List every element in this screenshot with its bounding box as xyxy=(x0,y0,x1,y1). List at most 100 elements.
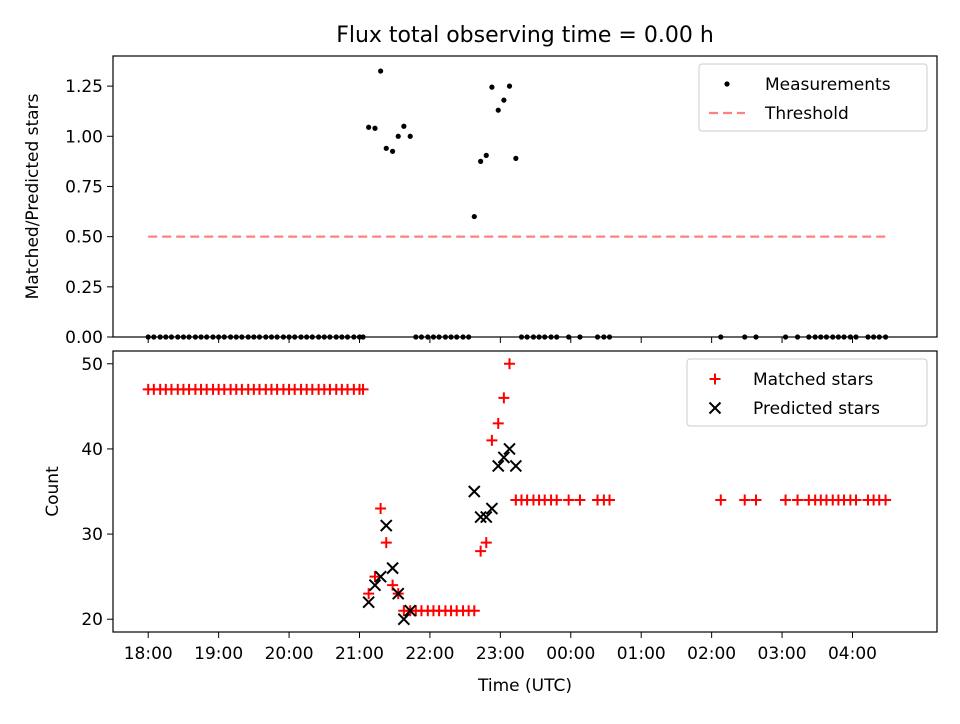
y-tick-label: 1.00 xyxy=(65,127,103,147)
data-point xyxy=(204,334,210,340)
data-point xyxy=(718,334,724,340)
data-point xyxy=(492,417,504,429)
data-point xyxy=(742,334,748,340)
data-point xyxy=(818,334,824,340)
data-point xyxy=(198,334,204,340)
data-point xyxy=(344,334,351,340)
data-point xyxy=(374,570,387,583)
data-point xyxy=(483,152,489,158)
legend-label: Predicted stars xyxy=(753,399,880,419)
data-point xyxy=(274,334,280,340)
data-point xyxy=(536,334,542,340)
data-point xyxy=(513,155,519,161)
data-point xyxy=(485,502,499,515)
data-point xyxy=(880,494,892,506)
data-point xyxy=(604,494,616,506)
data-point xyxy=(739,494,751,506)
data-point xyxy=(366,124,372,130)
data-point xyxy=(163,334,169,340)
data-point xyxy=(392,587,405,600)
data-point xyxy=(506,83,513,89)
data-point xyxy=(871,334,877,340)
ratio-panel: 0.00 0.25 0.50 0.75 1.00 1.25 Matched/Predicte… xyxy=(23,55,938,348)
data-point xyxy=(175,334,181,340)
data-point xyxy=(228,334,234,340)
data-point xyxy=(489,84,495,90)
data-point xyxy=(386,561,399,575)
x-tick-label: 20:00 xyxy=(265,644,314,664)
legend-swatch xyxy=(724,81,730,87)
x-tick-label: 19:00 xyxy=(194,644,243,664)
data-point xyxy=(362,595,375,609)
x-tick-label: 22:00 xyxy=(405,644,454,664)
data-point xyxy=(509,459,523,473)
legend-label: Threshold xyxy=(764,104,849,124)
data-point xyxy=(280,334,287,340)
data-point xyxy=(263,334,269,340)
data-point xyxy=(835,334,842,340)
data-point xyxy=(333,334,339,340)
data-point xyxy=(530,334,537,340)
data-point xyxy=(865,334,871,340)
data-point xyxy=(830,334,836,340)
data-point xyxy=(425,334,431,340)
data-point xyxy=(192,334,198,340)
data-point xyxy=(471,213,477,220)
data-point xyxy=(750,494,762,506)
data-point xyxy=(492,459,505,473)
data-point xyxy=(594,334,601,340)
x-tick-label: 21:00 xyxy=(335,644,384,664)
series-matched-stars xyxy=(142,358,892,617)
data-point xyxy=(480,510,493,524)
y-tick-label: 30 xyxy=(81,525,103,545)
data-point xyxy=(397,613,411,626)
data-point xyxy=(498,392,510,404)
data-point xyxy=(474,510,487,524)
data-point xyxy=(286,334,292,340)
data-point xyxy=(501,97,507,103)
data-point xyxy=(850,494,862,506)
data-point xyxy=(383,145,389,151)
y-axis-label: Matched/Predicted stars xyxy=(23,93,43,299)
data-point xyxy=(497,451,511,464)
data-point xyxy=(168,334,175,340)
data-point xyxy=(360,334,366,340)
data-point xyxy=(478,158,484,164)
legend: Matched stars Predicted stars xyxy=(686,358,928,427)
data-point xyxy=(304,334,310,340)
legend-label: Measurements xyxy=(765,75,891,95)
data-point xyxy=(792,494,804,506)
data-point xyxy=(430,334,437,340)
legend-box xyxy=(686,358,928,427)
data-point xyxy=(551,494,563,506)
legend-label: Matched stars xyxy=(753,370,873,390)
x-tick-label: 23:00 xyxy=(476,644,525,664)
x-tick-label: 04:00 xyxy=(828,644,877,664)
data-point xyxy=(780,494,792,506)
data-point xyxy=(542,334,548,340)
data-point xyxy=(847,334,853,340)
data-point xyxy=(378,68,384,74)
data-point xyxy=(186,334,192,340)
x-tick-label: 03:00 xyxy=(758,644,807,664)
y-tick-label: 0.00 xyxy=(65,328,103,348)
data-point xyxy=(369,571,381,583)
data-point xyxy=(256,334,263,340)
data-point xyxy=(442,334,449,340)
data-point xyxy=(606,334,613,340)
legend: Measurements Threshold xyxy=(698,63,928,132)
data-point xyxy=(221,334,227,340)
data-point xyxy=(418,334,425,340)
data-point xyxy=(210,334,216,340)
data-point xyxy=(782,334,789,340)
y-tick-label: 20 xyxy=(81,610,103,630)
data-point xyxy=(351,334,357,340)
data-point xyxy=(823,334,830,340)
data-point xyxy=(401,123,407,129)
data-point xyxy=(554,334,560,340)
data-point xyxy=(794,334,801,340)
y-tick-label: 40 xyxy=(81,440,103,460)
data-point xyxy=(503,442,516,456)
data-point xyxy=(316,334,322,340)
data-point xyxy=(357,383,369,395)
